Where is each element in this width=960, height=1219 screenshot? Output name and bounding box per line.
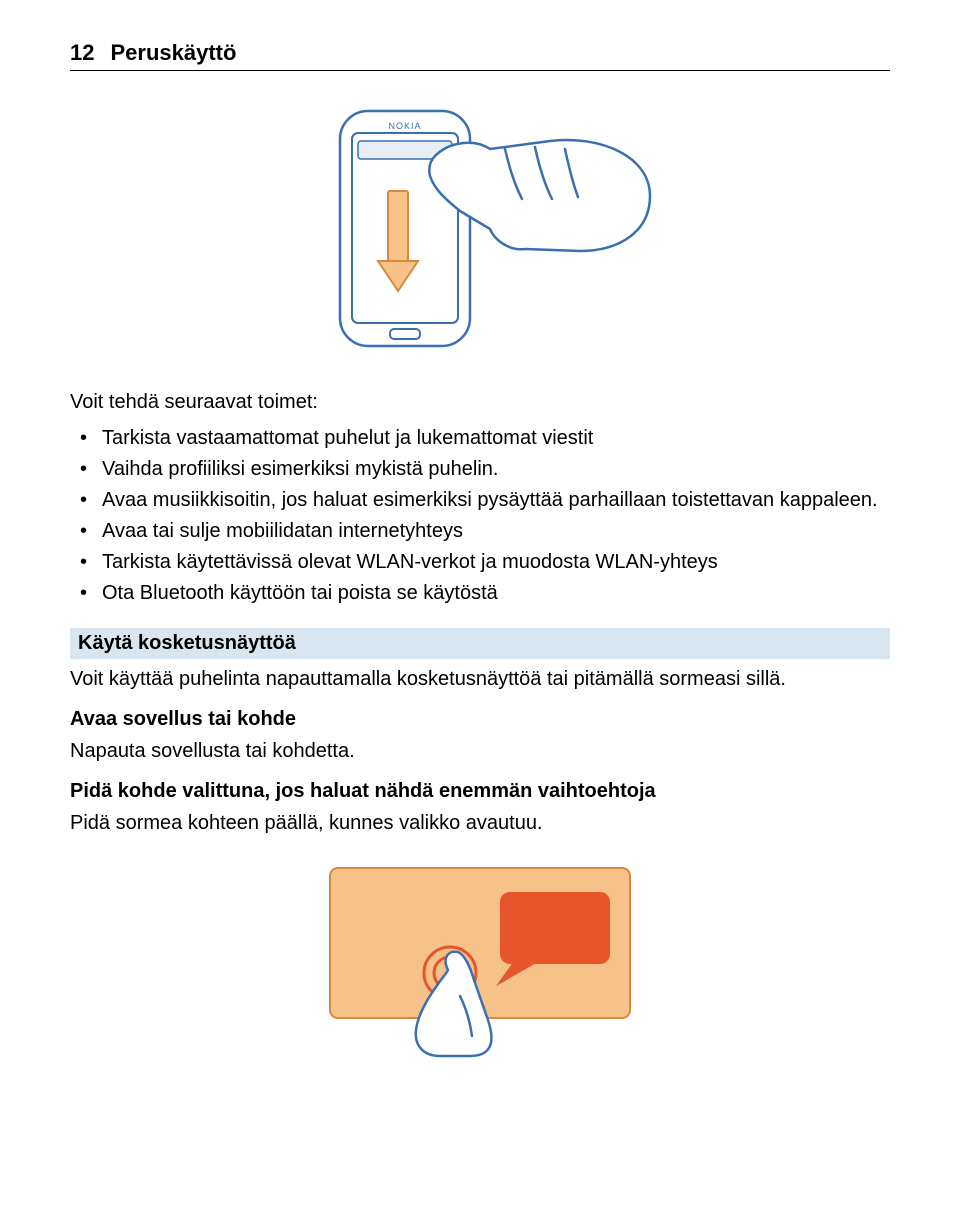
list-item: Ota Bluetooth käyttöön tai poista se käy… [74, 579, 890, 608]
page-number: 12 [70, 40, 94, 66]
action-list: Tarkista vastaamattomat puhelut ja lukem… [70, 424, 890, 608]
page-title: Peruskäyttö [110, 40, 236, 66]
intro-text: Voit tehdä seuraavat toimet: [70, 391, 890, 414]
list-item: Tarkista käytettävissä olevat WLAN-verko… [74, 548, 890, 577]
subbody-hold: Pidä sormea kohteen päällä, kunnes valik… [70, 809, 890, 838]
page-container: 12 Peruskäyttö NOKIA Voit tehdä seuraava… [0, 0, 960, 1118]
list-item: Avaa tai sulje mobiilidatan internetyhte… [74, 517, 890, 546]
subheading-open-app: Avaa sovellus tai kohde [70, 708, 890, 731]
subheading-hold: Pidä kohde valittuna, jos haluat nähdä e… [70, 780, 890, 803]
list-item: Avaa musiikkisoitin, jos haluat esimerki… [74, 486, 890, 515]
tap-hold-illustration [320, 858, 640, 1058]
swipe-down-illustration: NOKIA [300, 101, 660, 361]
svg-text:NOKIA: NOKIA [388, 121, 421, 131]
list-item: Vaihda profiiliksi esimerkiksi mykistä p… [74, 455, 890, 484]
page-header: 12 Peruskäyttö [70, 40, 890, 71]
subbody-open-app: Napauta sovellusta tai kohdetta. [70, 737, 890, 766]
section-heading-bar: Käytä kosketusnäyttöä [70, 628, 890, 659]
section-description: Voit käyttää puhelinta napauttamalla kos… [70, 665, 890, 694]
list-item: Tarkista vastaamattomat puhelut ja lukem… [74, 424, 890, 453]
